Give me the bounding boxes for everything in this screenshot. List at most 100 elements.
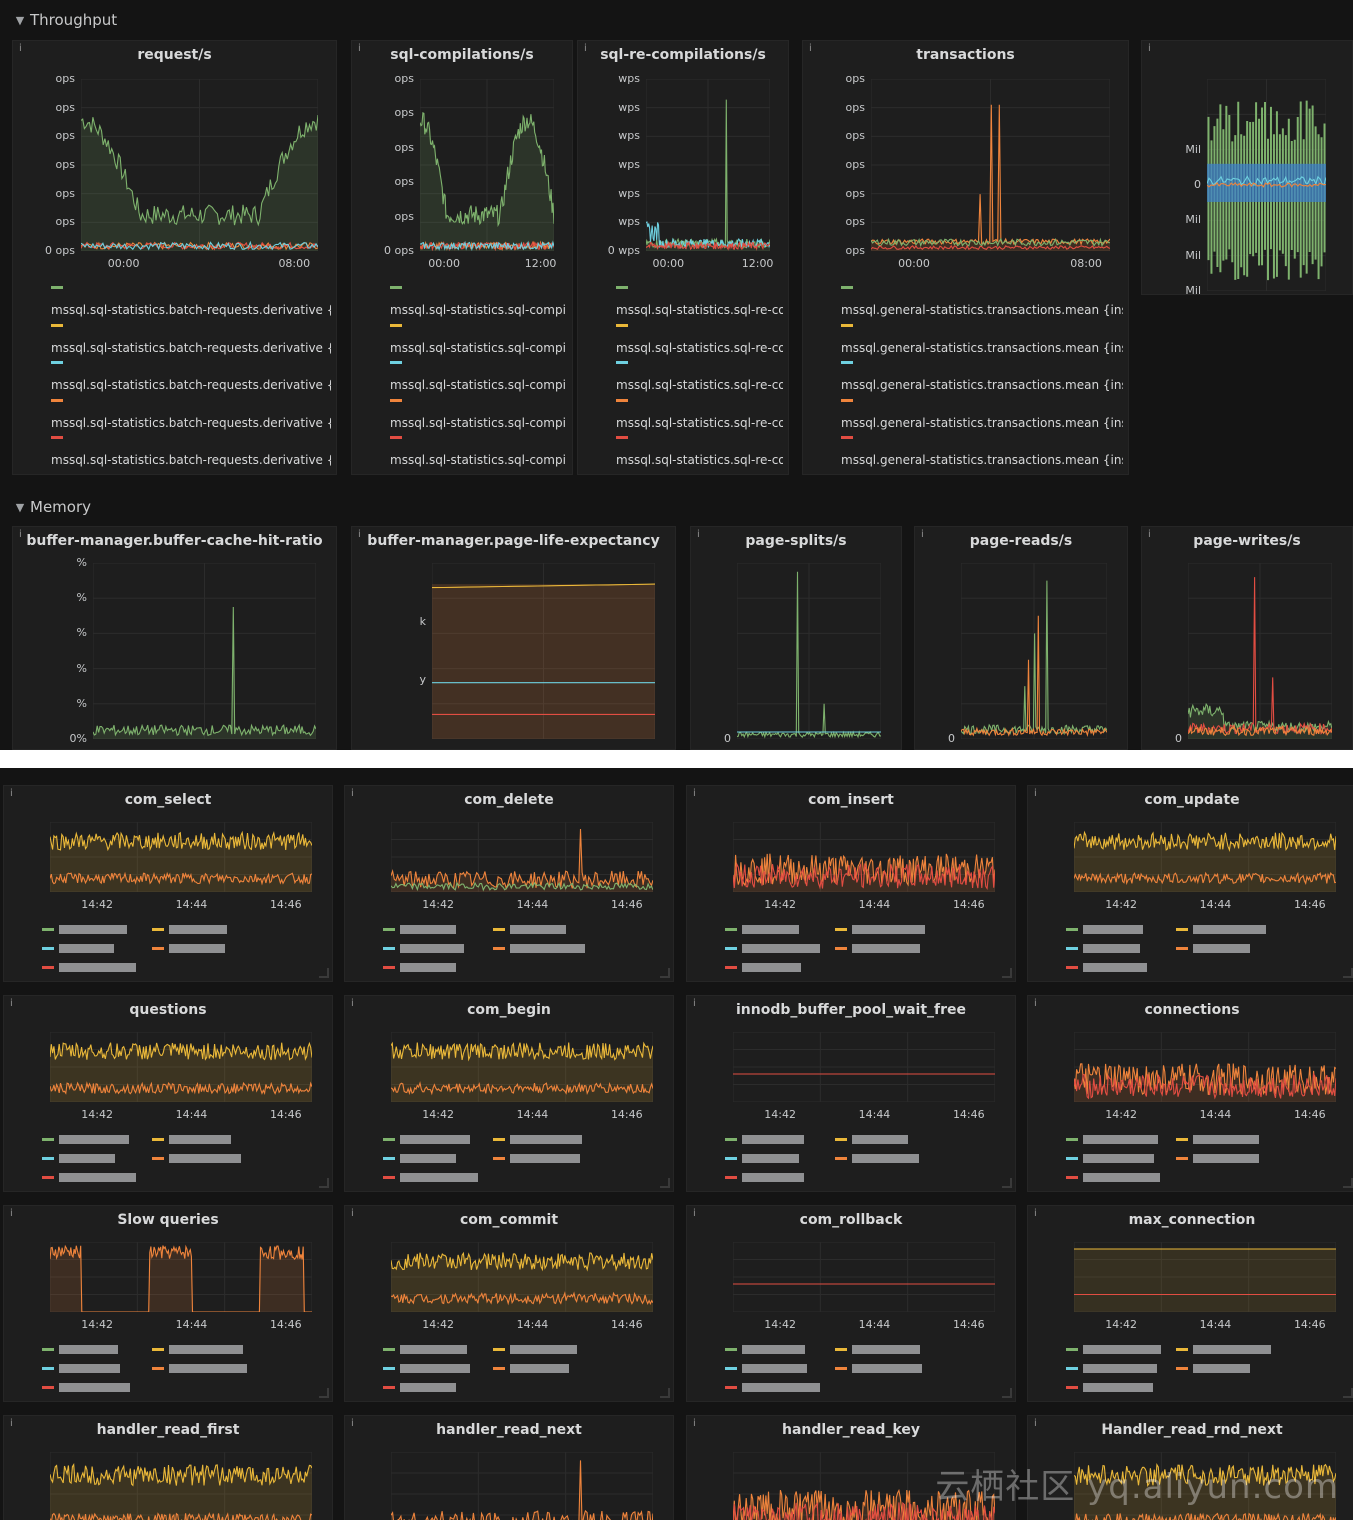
legend-item[interactable] — [835, 1151, 919, 1165]
graph-area[interactable] — [1074, 1032, 1336, 1102]
legend-item[interactable]: mssql.general-statistics.transactions.me… — [841, 286, 1123, 317]
legend-item[interactable] — [1066, 922, 1143, 936]
legend-item[interactable] — [152, 1132, 231, 1146]
graph-area[interactable] — [733, 1452, 995, 1520]
resize-handle[interactable] — [660, 1388, 670, 1398]
info-icon[interactable]: i — [19, 43, 22, 54]
panel-title[interactable]: com_begin — [467, 1002, 551, 1018]
panel-title[interactable]: max_connection — [1128, 1212, 1256, 1228]
legend-item[interactable]: mssql.general-statistics.transactions.me… — [841, 361, 1123, 392]
legend-item[interactable]: mssql.sql-statistics.batch-requests.deri… — [51, 436, 331, 467]
info-icon[interactable]: i — [351, 788, 354, 799]
legend-item[interactable] — [725, 960, 801, 974]
chevron-down-icon[interactable]: ▼ — [15, 13, 25, 27]
graph-area[interactable] — [1074, 1242, 1336, 1312]
legend-item[interactable] — [725, 1342, 805, 1356]
panel-max_connection[interactable]: max_connection i 14:42 14:44 14:46 — [1027, 1205, 1353, 1402]
panel-page-splits/s[interactable]: page-splits/s i 0 — [690, 526, 902, 750]
graph-area[interactable] — [50, 822, 312, 892]
graph-area[interactable] — [432, 563, 655, 739]
info-icon[interactable]: i — [809, 43, 812, 54]
legend-item[interactable]: mssql.general-statistics.transactions.me… — [841, 323, 1123, 355]
resize-handle[interactable] — [660, 1178, 670, 1188]
legend-item[interactable] — [383, 1170, 478, 1184]
resize-handle[interactable] — [319, 1388, 329, 1398]
graph-area[interactable] — [1207, 79, 1326, 291]
graph-area[interactable] — [391, 1242, 653, 1312]
panel-sql-re-compilations/s[interactable]: sql-re-compilations/s i wps wps wps wps wps wps… — [577, 40, 789, 475]
legend-item[interactable] — [1066, 1170, 1160, 1184]
legend-item[interactable] — [493, 941, 585, 955]
legend-item[interactable] — [383, 922, 456, 936]
legend-item[interactable]: mssql.sql-statistics.batch-requests.deri… — [51, 323, 331, 355]
graph-area[interactable] — [391, 1032, 653, 1102]
panel-request/s[interactable]: request/s i ops ops ops ops ops ops 0 ops 00:00 08… — [12, 40, 337, 475]
panel-title[interactable]: handler_read_first — [96, 1422, 240, 1438]
legend-item[interactable]: mssql.sql-statistics.sql-compilat — [390, 361, 567, 392]
row-header-memory[interactable]: ▼ Memory — [0, 492, 91, 522]
panel-title[interactable]: connections — [1144, 1002, 1240, 1018]
graph-area[interactable] — [646, 79, 770, 251]
legend-item[interactable] — [383, 1342, 467, 1356]
legend-item[interactable] — [42, 1342, 118, 1356]
legend-item[interactable] — [1176, 1342, 1271, 1356]
panel-com_update[interactable]: com_update i 14:42 14:44 14:46 — [1027, 785, 1353, 982]
legend-item[interactable] — [1176, 922, 1266, 936]
legend-item[interactable] — [1066, 960, 1147, 974]
graph-area[interactable] — [1074, 822, 1336, 892]
panel-title[interactable]: innodb_buffer_pool_wait_free — [735, 1002, 967, 1018]
resize-handle[interactable] — [319, 968, 329, 978]
info-icon[interactable]: i — [693, 998, 696, 1009]
graph-area[interactable] — [1074, 1452, 1336, 1520]
legend-item[interactable] — [152, 1361, 247, 1375]
legend-item[interactable] — [725, 1380, 820, 1394]
legend-item[interactable]: mssql.sql-statistics.batch-requests.deri… — [51, 361, 331, 392]
legend-item[interactable] — [725, 1132, 804, 1146]
info-icon[interactable]: i — [351, 1418, 354, 1429]
resize-handle[interactable] — [1343, 1388, 1353, 1398]
legend-item[interactable] — [725, 941, 820, 955]
graph-area[interactable] — [733, 1032, 995, 1102]
info-icon[interactable]: i — [358, 529, 361, 540]
panel-title[interactable]: transactions — [916, 47, 1015, 63]
panel-page-reads/s[interactable]: page-reads/s i 0 — [914, 526, 1128, 750]
legend-item[interactable]: mssql.sql-statistics.batch-requests.deri… — [51, 398, 331, 430]
panel-Slow queries[interactable]: Slow queries i 14:42 14:44 14:46 — [3, 1205, 333, 1402]
graph-area[interactable] — [93, 563, 316, 739]
info-icon[interactable]: i — [584, 43, 587, 54]
legend-item[interactable]: mssql.sql-statistics.sql-re-com — [616, 323, 783, 355]
info-icon[interactable]: i — [693, 1208, 696, 1219]
panel-title[interactable]: page-reads/s — [969, 533, 1073, 549]
legend-item[interactable]: mssql.sql-statistics.batch-requests.deri… — [51, 286, 331, 317]
info-icon[interactable]: i — [19, 529, 22, 540]
graph-area[interactable] — [50, 1242, 312, 1312]
graph-area[interactable] — [391, 1452, 653, 1520]
legend-item[interactable] — [42, 922, 127, 936]
legend-item[interactable] — [835, 1361, 922, 1375]
panel-title[interactable]: questions — [129, 1002, 207, 1018]
legend-item[interactable] — [42, 1170, 136, 1184]
panel-com_rollback[interactable]: com_rollback i 14:42 14:44 14:46 — [686, 1205, 1016, 1402]
legend-item[interactable] — [493, 1342, 577, 1356]
panel-connections[interactable]: connections i 14:42 14:44 14:46 — [1027, 995, 1353, 1192]
graph-area[interactable] — [420, 79, 554, 251]
legend-item[interactable] — [42, 1361, 120, 1375]
legend-item[interactable] — [42, 1132, 129, 1146]
panel-title[interactable]: com_select — [124, 792, 212, 808]
panel-title[interactable]: com_commit — [459, 1212, 559, 1228]
legend-item[interactable] — [42, 1151, 115, 1165]
legend-item[interactable] — [1176, 941, 1250, 955]
legend-item[interactable] — [835, 1132, 908, 1146]
info-icon[interactable]: i — [1034, 1418, 1037, 1429]
panel-com_begin[interactable]: com_begin i 14:42 14:44 14:46 — [344, 995, 674, 1192]
legend-item[interactable] — [835, 1342, 920, 1356]
graph-area[interactable] — [733, 1242, 995, 1312]
info-icon[interactable]: i — [1148, 43, 1151, 54]
panel-title[interactable]: com_delete — [464, 792, 554, 808]
info-icon[interactable]: i — [358, 43, 361, 54]
graph-area[interactable] — [81, 79, 318, 251]
legend-item[interactable] — [725, 922, 799, 936]
panel-title[interactable]: handler_read_next — [436, 1422, 582, 1438]
info-icon[interactable]: i — [697, 529, 700, 540]
panel-handler_read_first[interactable]: handler_read_first i — [3, 1415, 333, 1520]
